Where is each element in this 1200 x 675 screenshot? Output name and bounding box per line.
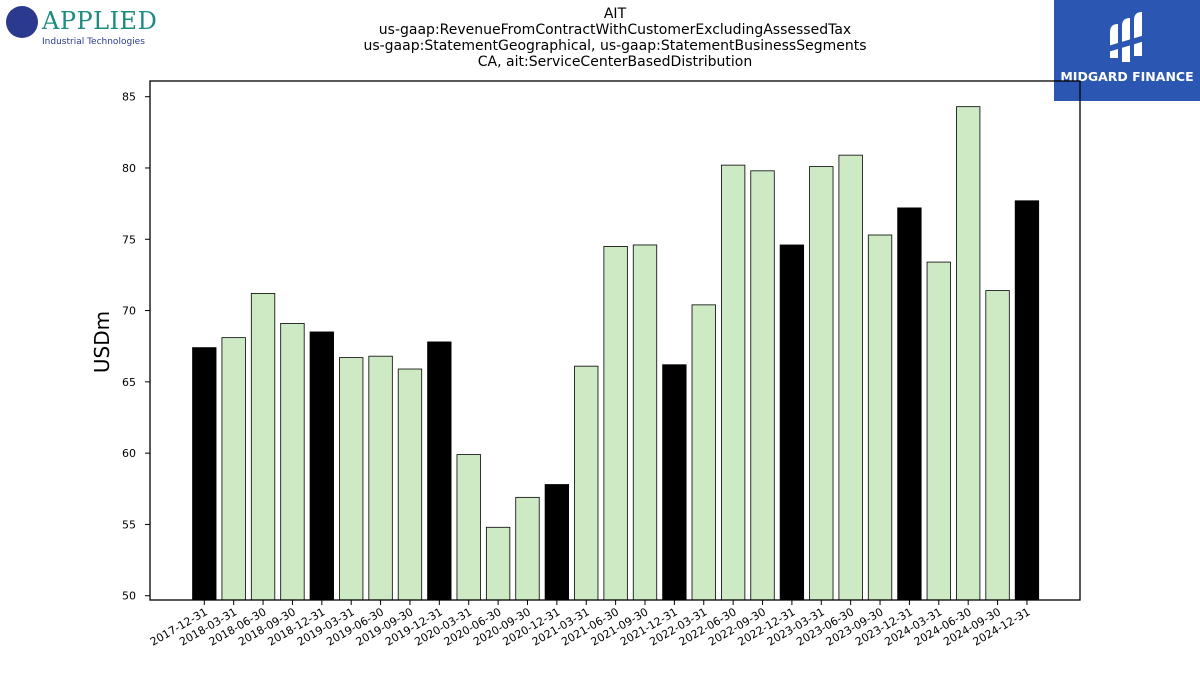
y-tick-label: 55	[122, 518, 136, 531]
bar-2021-09-30	[632, 244, 658, 601]
y-tick-label: 80	[122, 162, 136, 175]
y-axis: 50 55 60 65 70 75 80 85	[122, 91, 150, 603]
bar-2024-06-30	[956, 106, 981, 601]
bar-2018-03-31	[221, 337, 246, 601]
y-tick-label: 70	[122, 305, 136, 318]
bar-2021-12-31	[662, 364, 687, 601]
applied-logo-subtitle: Industrial Technologies	[42, 37, 145, 47]
y-tick-label: 75	[122, 233, 136, 246]
bar-2020-03-31	[456, 454, 481, 601]
bar-2019-09-30	[397, 368, 423, 601]
bar-2022-12-31	[779, 244, 805, 601]
bar-2020-06-30	[485, 526, 511, 601]
title-line-4: CA, ait:ServiceCenterBasedDistribution	[477, 54, 753, 70]
title-line-2: us-gaap:RevenueFromContractWithCustomerE…	[378, 22, 852, 38]
bar-2022-03-31	[691, 304, 716, 601]
applied-logo-word: APPLIED	[42, 7, 158, 35]
bar-2018-06-30	[250, 293, 276, 601]
applied-logo-icon	[6, 6, 38, 38]
midgard-finance-logo: MIDGARD FINANCE	[1054, 0, 1200, 101]
title-line-3: us-gaap:StatementGeographical, us-gaap:S…	[363, 38, 867, 54]
bar-2024-03-31	[926, 261, 951, 601]
bar-2023-03-31	[809, 166, 834, 601]
bar-2021-06-30	[603, 245, 628, 601]
x-axis: 2017-12-312018-03-312018-06-302018-09-30…	[148, 600, 1032, 649]
bars-group	[192, 106, 1040, 601]
bar-2021-03-31	[574, 365, 599, 601]
y-tick-label: 60	[122, 447, 136, 460]
bar-2018-12-31	[309, 331, 334, 601]
applied-logo: APPLIED Industrial Technologies	[4, 4, 164, 50]
bar-2019-06-30	[368, 355, 393, 601]
title-line-1: AIT	[603, 6, 627, 22]
bar-2024-09-30	[985, 290, 1010, 601]
plot-frame	[149, 80, 1081, 601]
bar-2020-09-30	[515, 496, 540, 601]
bar-2017-12-31	[192, 347, 217, 601]
bar-2018-09-30	[280, 322, 305, 601]
y-tick-label: 50	[122, 590, 136, 603]
bar-2024-12-31	[1014, 200, 1040, 601]
y-tick-label: 85	[122, 91, 136, 104]
bar-2023-12-31	[897, 207, 922, 601]
bar-2022-06-30	[720, 164, 746, 601]
bar-2019-12-31	[427, 341, 452, 601]
y-axis-label: USDm	[90, 311, 114, 373]
midgard-logo-text: MIDGARD FINANCE	[1060, 69, 1194, 84]
midgard-mark-icon	[1108, 12, 1148, 62]
bar-2022-09-30	[750, 170, 775, 601]
bar-2019-03-31	[339, 357, 364, 601]
chart-title: AIT us-gaap:RevenueFromContractWithCusto…	[315, 6, 915, 70]
bar-2023-06-30	[838, 154, 863, 601]
bar-2023-09-30	[867, 234, 893, 601]
y-tick-label: 65	[122, 376, 136, 389]
bar-2020-12-31	[544, 484, 570, 601]
